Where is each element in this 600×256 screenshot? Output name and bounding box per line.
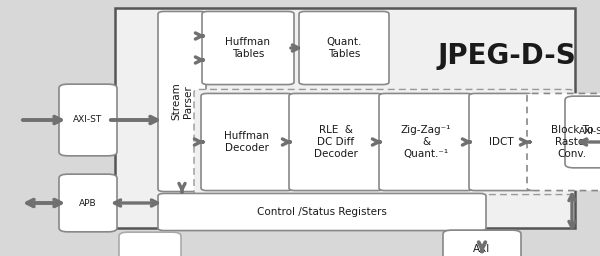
- FancyBboxPatch shape: [565, 96, 600, 168]
- Text: AXI: AXI: [473, 244, 491, 254]
- FancyBboxPatch shape: [299, 12, 389, 84]
- FancyBboxPatch shape: [115, 8, 575, 228]
- FancyBboxPatch shape: [289, 93, 383, 190]
- Text: APB: APB: [79, 198, 97, 208]
- Text: AXI-ST: AXI-ST: [73, 115, 103, 124]
- Text: RLE  &
DC Diff
Decoder: RLE & DC Diff Decoder: [314, 125, 358, 159]
- Text: Zig-Zag⁻¹
&
Quant.⁻¹: Zig-Zag⁻¹ & Quant.⁻¹: [401, 125, 451, 159]
- Text: Control /Status Registers: Control /Status Registers: [257, 207, 387, 217]
- Text: Block To
Raster
Conv.: Block To Raster Conv.: [551, 125, 593, 159]
- FancyBboxPatch shape: [59, 174, 117, 232]
- FancyBboxPatch shape: [119, 232, 181, 256]
- FancyBboxPatch shape: [469, 93, 533, 190]
- Text: AXI-ST: AXI-ST: [580, 127, 600, 136]
- FancyBboxPatch shape: [379, 93, 473, 190]
- FancyBboxPatch shape: [59, 84, 117, 156]
- FancyBboxPatch shape: [158, 12, 206, 191]
- FancyBboxPatch shape: [158, 194, 486, 231]
- Text: Quant.
Tables: Quant. Tables: [326, 37, 362, 59]
- Text: JPEG-D-S: JPEG-D-S: [437, 42, 577, 70]
- Text: Stream
Parser: Stream Parser: [171, 83, 193, 120]
- Text: IDCT: IDCT: [488, 137, 514, 147]
- FancyBboxPatch shape: [202, 12, 294, 84]
- FancyBboxPatch shape: [194, 89, 574, 195]
- FancyBboxPatch shape: [527, 93, 600, 190]
- Text: Huffman
Decoder: Huffman Decoder: [224, 131, 269, 153]
- FancyBboxPatch shape: [201, 93, 293, 190]
- Text: Huffman
Tables: Huffman Tables: [226, 37, 271, 59]
- FancyBboxPatch shape: [443, 230, 521, 256]
